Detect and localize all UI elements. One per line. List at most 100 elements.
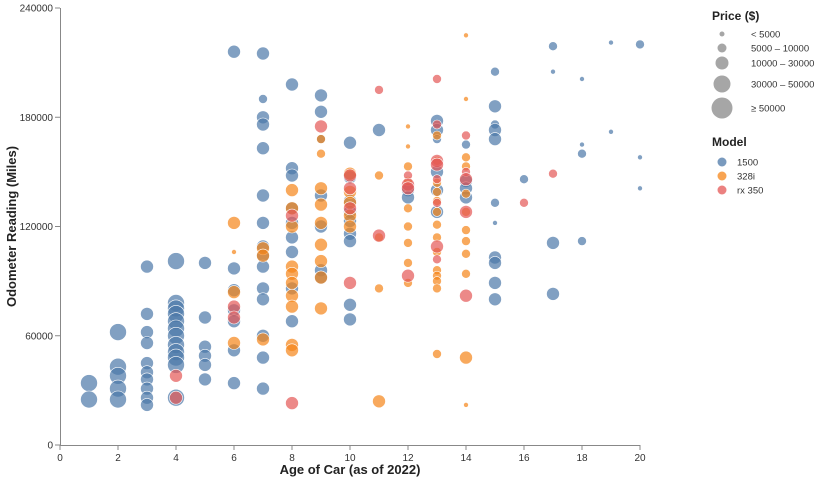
- size-legend-label: ≥ 50000: [751, 104, 785, 115]
- size-legend-label: 30000 – 50000: [751, 80, 814, 91]
- point-rx-350: [548, 168, 558, 179]
- point-328i: [432, 130, 442, 141]
- point-rx-350: [374, 85, 384, 95]
- point-rx-350: [461, 130, 471, 141]
- point-328i: [461, 225, 471, 235]
- point-328i: [227, 216, 241, 230]
- x-tick-label: 4: [173, 453, 179, 464]
- color-legend-label: 1500: [737, 158, 758, 169]
- point-rx-350: [432, 74, 442, 84]
- point-328i: [314, 270, 328, 285]
- point-rx-350: [519, 198, 529, 208]
- point-1500: [256, 381, 270, 396]
- point-328i: [463, 402, 469, 408]
- point-1500: [167, 252, 185, 270]
- point-328i: [432, 187, 442, 197]
- point-1500: [488, 276, 502, 290]
- point-328i: [316, 134, 326, 144]
- point-328i: [343, 219, 357, 234]
- point-rx-350: [343, 181, 357, 196]
- data-points: [80, 32, 645, 412]
- point-1500: [490, 198, 500, 208]
- point-328i: [463, 96, 469, 102]
- axes: 0 2 4 6 8 10 12 14 16 18 20 0 60000 120000 180000 24000…: [20, 4, 646, 465]
- size-legend-label: < 5000: [751, 30, 780, 41]
- point-328i: [285, 276, 299, 290]
- point-1500: [488, 99, 502, 114]
- point-328i: [461, 236, 471, 246]
- point-1500: [546, 287, 560, 301]
- point-rx-350: [314, 119, 328, 134]
- point-1500: [546, 236, 560, 250]
- point-1500: [80, 390, 98, 409]
- point-1500: [256, 216, 270, 230]
- point-1500: [227, 376, 241, 390]
- point-328i: [405, 143, 411, 150]
- point-1500: [80, 374, 98, 392]
- point-rx-350: [432, 198, 442, 208]
- point-328i: [285, 343, 299, 358]
- point-1500: [198, 372, 212, 387]
- point-328i: [227, 336, 241, 350]
- point-328i: [285, 299, 299, 314]
- point-328i: [314, 237, 328, 252]
- color-legend: Model 1500 328i rx 350: [712, 135, 763, 197]
- point-1500: [140, 307, 154, 321]
- point-1500: [314, 105, 328, 119]
- size-legend-symbol: [719, 31, 725, 37]
- point-1500: [635, 39, 645, 50]
- point-1500: [577, 148, 587, 159]
- point-328i: [256, 248, 270, 263]
- point-rx-350: [459, 288, 473, 303]
- point-1500: [256, 350, 270, 365]
- point-328i: [314, 216, 328, 230]
- point-rx-350: [343, 168, 357, 183]
- x-tick-label: 12: [402, 453, 414, 464]
- point-1500: [637, 154, 643, 161]
- point-1500: [109, 390, 127, 409]
- size-legend-symbol: [715, 56, 729, 70]
- point-rx-350: [459, 172, 473, 186]
- point-1500: [579, 141, 585, 148]
- color-legend-title: Model: [712, 135, 747, 149]
- point-1500: [285, 314, 299, 329]
- point-rx-350: [372, 228, 386, 243]
- point-328i: [285, 183, 299, 197]
- size-legend-title: Price ($): [712, 9, 759, 23]
- y-tick-label: 0: [47, 441, 53, 452]
- x-tick-label: 14: [460, 453, 472, 464]
- point-1500: [256, 117, 270, 132]
- point-1500: [256, 292, 270, 307]
- point-328i: [403, 258, 413, 268]
- x-tick-label: 0: [57, 453, 63, 464]
- point-1500: [492, 220, 498, 226]
- point-rx-350: [401, 181, 415, 196]
- point-1500: [490, 66, 500, 77]
- size-legend: Price ($) < 5000 5000 – 10000 10000 – 3000…: [711, 9, 814, 119]
- point-1500: [256, 46, 270, 61]
- point-328i: [314, 197, 328, 212]
- point-328i: [314, 301, 328, 316]
- color-legend-label: rx 350: [737, 186, 763, 197]
- point-1500: [258, 94, 268, 104]
- point-rx-350: [285, 396, 299, 410]
- point-1500: [461, 139, 471, 150]
- size-legend-symbol: [711, 97, 733, 119]
- point-1500: [372, 123, 386, 137]
- y-tick-label: 120000: [20, 222, 54, 233]
- size-legend-symbol: [717, 43, 727, 53]
- point-rx-350: [343, 201, 357, 216]
- point-rx-350: [432, 254, 442, 265]
- point-328i: [314, 254, 328, 268]
- x-tick-label: 20: [634, 453, 646, 464]
- point-1500: [343, 312, 357, 327]
- point-1500: [548, 41, 558, 52]
- point-328i: [403, 238, 413, 248]
- point-328i: [459, 350, 473, 365]
- color-legend-symbol: [717, 171, 727, 181]
- color-legend-symbol: [717, 185, 727, 195]
- point-rx-350: [169, 368, 183, 383]
- point-328i: [403, 203, 413, 214]
- point-1500: [579, 76, 585, 82]
- point-328i: [461, 268, 471, 279]
